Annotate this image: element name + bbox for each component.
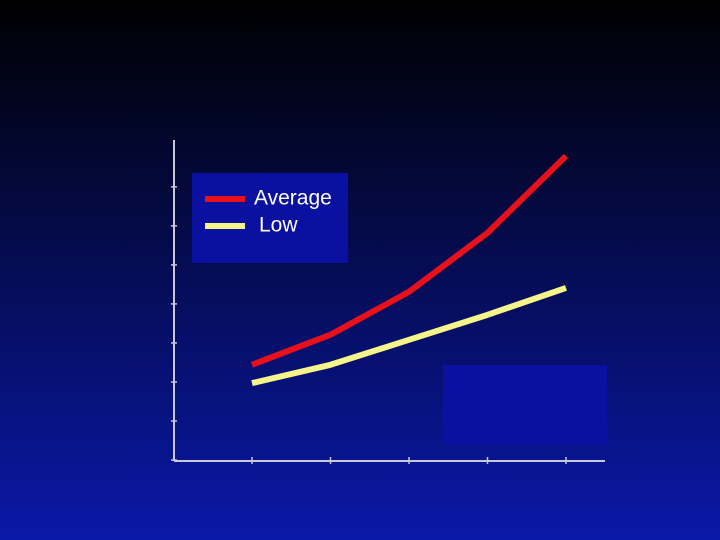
- series-line: [251, 285, 567, 387]
- blank-box: [443, 365, 607, 445]
- legend-label: Low: [259, 214, 298, 237]
- series-line: [250, 153, 569, 368]
- legend-label: Average: [254, 187, 332, 210]
- legend-box: [192, 173, 348, 263]
